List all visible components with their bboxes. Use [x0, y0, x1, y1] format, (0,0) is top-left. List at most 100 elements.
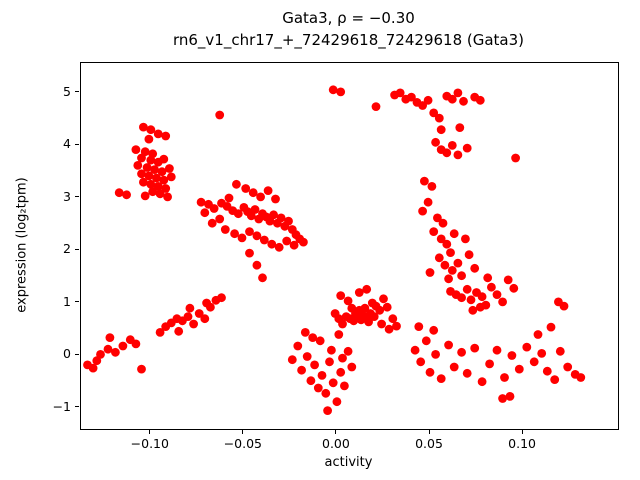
x-tick-label: 0.10 — [508, 436, 536, 451]
scatter-point — [299, 237, 308, 247]
scatter-point — [252, 231, 262, 241]
scatter-point — [159, 175, 169, 185]
scatter-point — [274, 242, 284, 252]
y-tick-mark — [75, 196, 79, 198]
scatter-point — [410, 345, 420, 355]
scatter-point — [92, 356, 102, 366]
scatter-point — [498, 394, 507, 403]
scatter-point — [347, 303, 357, 313]
scatter-point — [431, 350, 440, 359]
scatter-point — [308, 333, 318, 342]
scatter-point — [114, 188, 124, 198]
scatter-point — [118, 341, 128, 351]
scatter-point — [155, 189, 165, 199]
scatter-point — [256, 192, 265, 202]
y-tick-label: 3 — [63, 188, 71, 204]
scatter-point — [462, 143, 472, 153]
scatter-point — [340, 381, 349, 391]
scatter-point — [302, 352, 312, 361]
scatter-point — [447, 141, 457, 150]
scatter-point — [382, 302, 392, 312]
scatter-point — [425, 268, 435, 277]
scatter-point — [330, 309, 340, 318]
scatter-point — [185, 303, 195, 313]
scatter-point — [485, 359, 494, 369]
scatter-point — [336, 291, 346, 300]
scatter-point — [334, 330, 344, 339]
y-tick-label: 5 — [63, 83, 71, 99]
scatter-point — [546, 322, 556, 332]
scatter-point — [139, 122, 148, 132]
scatter-point — [429, 227, 439, 237]
scatter-point — [131, 339, 141, 349]
scatter-point — [425, 367, 435, 377]
scatter-point — [287, 355, 297, 365]
scatter-point — [139, 177, 148, 187]
scatter-point — [423, 197, 433, 207]
scatter-point — [457, 271, 466, 281]
scatter-point — [202, 298, 211, 308]
scatter-point — [407, 92, 416, 102]
x-tick-label: 0.05 — [415, 436, 443, 451]
scatter-point — [434, 113, 444, 123]
scatter-point — [137, 364, 146, 374]
scatter-point — [144, 134, 154, 144]
scatter-point — [196, 197, 206, 207]
scatter-point — [444, 340, 453, 350]
scatter-point — [105, 333, 115, 342]
scatter-point — [146, 125, 156, 135]
scatter-point — [509, 283, 519, 293]
scatter-point — [576, 373, 586, 382]
scatter-point — [237, 233, 247, 243]
scatter-point — [462, 284, 472, 294]
scatter-point — [377, 319, 386, 329]
scatter-point — [442, 239, 452, 249]
scatter-point — [427, 182, 437, 191]
scatter-point — [453, 88, 463, 98]
scatter-point — [457, 293, 466, 303]
scatter-point — [269, 210, 278, 220]
scatter-point — [431, 137, 440, 147]
scatter-point — [446, 248, 455, 257]
scatter-point — [323, 406, 332, 415]
scatter-point — [258, 273, 267, 283]
scatter-point — [200, 314, 210, 324]
scatter-point — [224, 193, 234, 203]
scatter-point — [343, 296, 353, 306]
scatter-point — [433, 213, 442, 223]
scatter-point — [146, 155, 156, 165]
scatter-point — [550, 375, 560, 384]
y-tick-label: 0 — [63, 346, 71, 362]
scatter-point — [392, 321, 401, 331]
scatter-point — [522, 342, 532, 352]
scatter-point — [241, 184, 251, 193]
scatter-point — [263, 186, 273, 195]
y-tick-mark — [75, 143, 79, 145]
scatter-point — [537, 349, 547, 358]
scatter-point — [475, 95, 485, 105]
scatter-point — [563, 362, 573, 372]
scatter-point — [514, 364, 524, 374]
plot-area — [80, 62, 619, 430]
scatter-point — [462, 368, 472, 378]
y-tick-mark — [75, 248, 79, 250]
y-tick-label: 4 — [63, 136, 71, 152]
y-tick-label: −1 — [52, 398, 71, 414]
scatter-point — [440, 260, 450, 270]
scatter-point — [436, 234, 446, 244]
scatter-point — [500, 373, 509, 382]
scatter-point — [142, 163, 152, 172]
scatter-point — [200, 208, 210, 218]
scatter-point — [232, 179, 241, 189]
scatter-point — [453, 150, 463, 160]
scatter-point — [338, 353, 347, 363]
scatter-point — [159, 154, 169, 164]
scatter-point — [418, 101, 427, 110]
scatter-point — [165, 164, 174, 173]
scatter-point — [131, 145, 141, 154]
x-tick-mark — [521, 430, 523, 434]
y-tick-mark — [75, 301, 79, 303]
scatter-point — [371, 102, 381, 111]
scatter-point — [209, 204, 219, 213]
